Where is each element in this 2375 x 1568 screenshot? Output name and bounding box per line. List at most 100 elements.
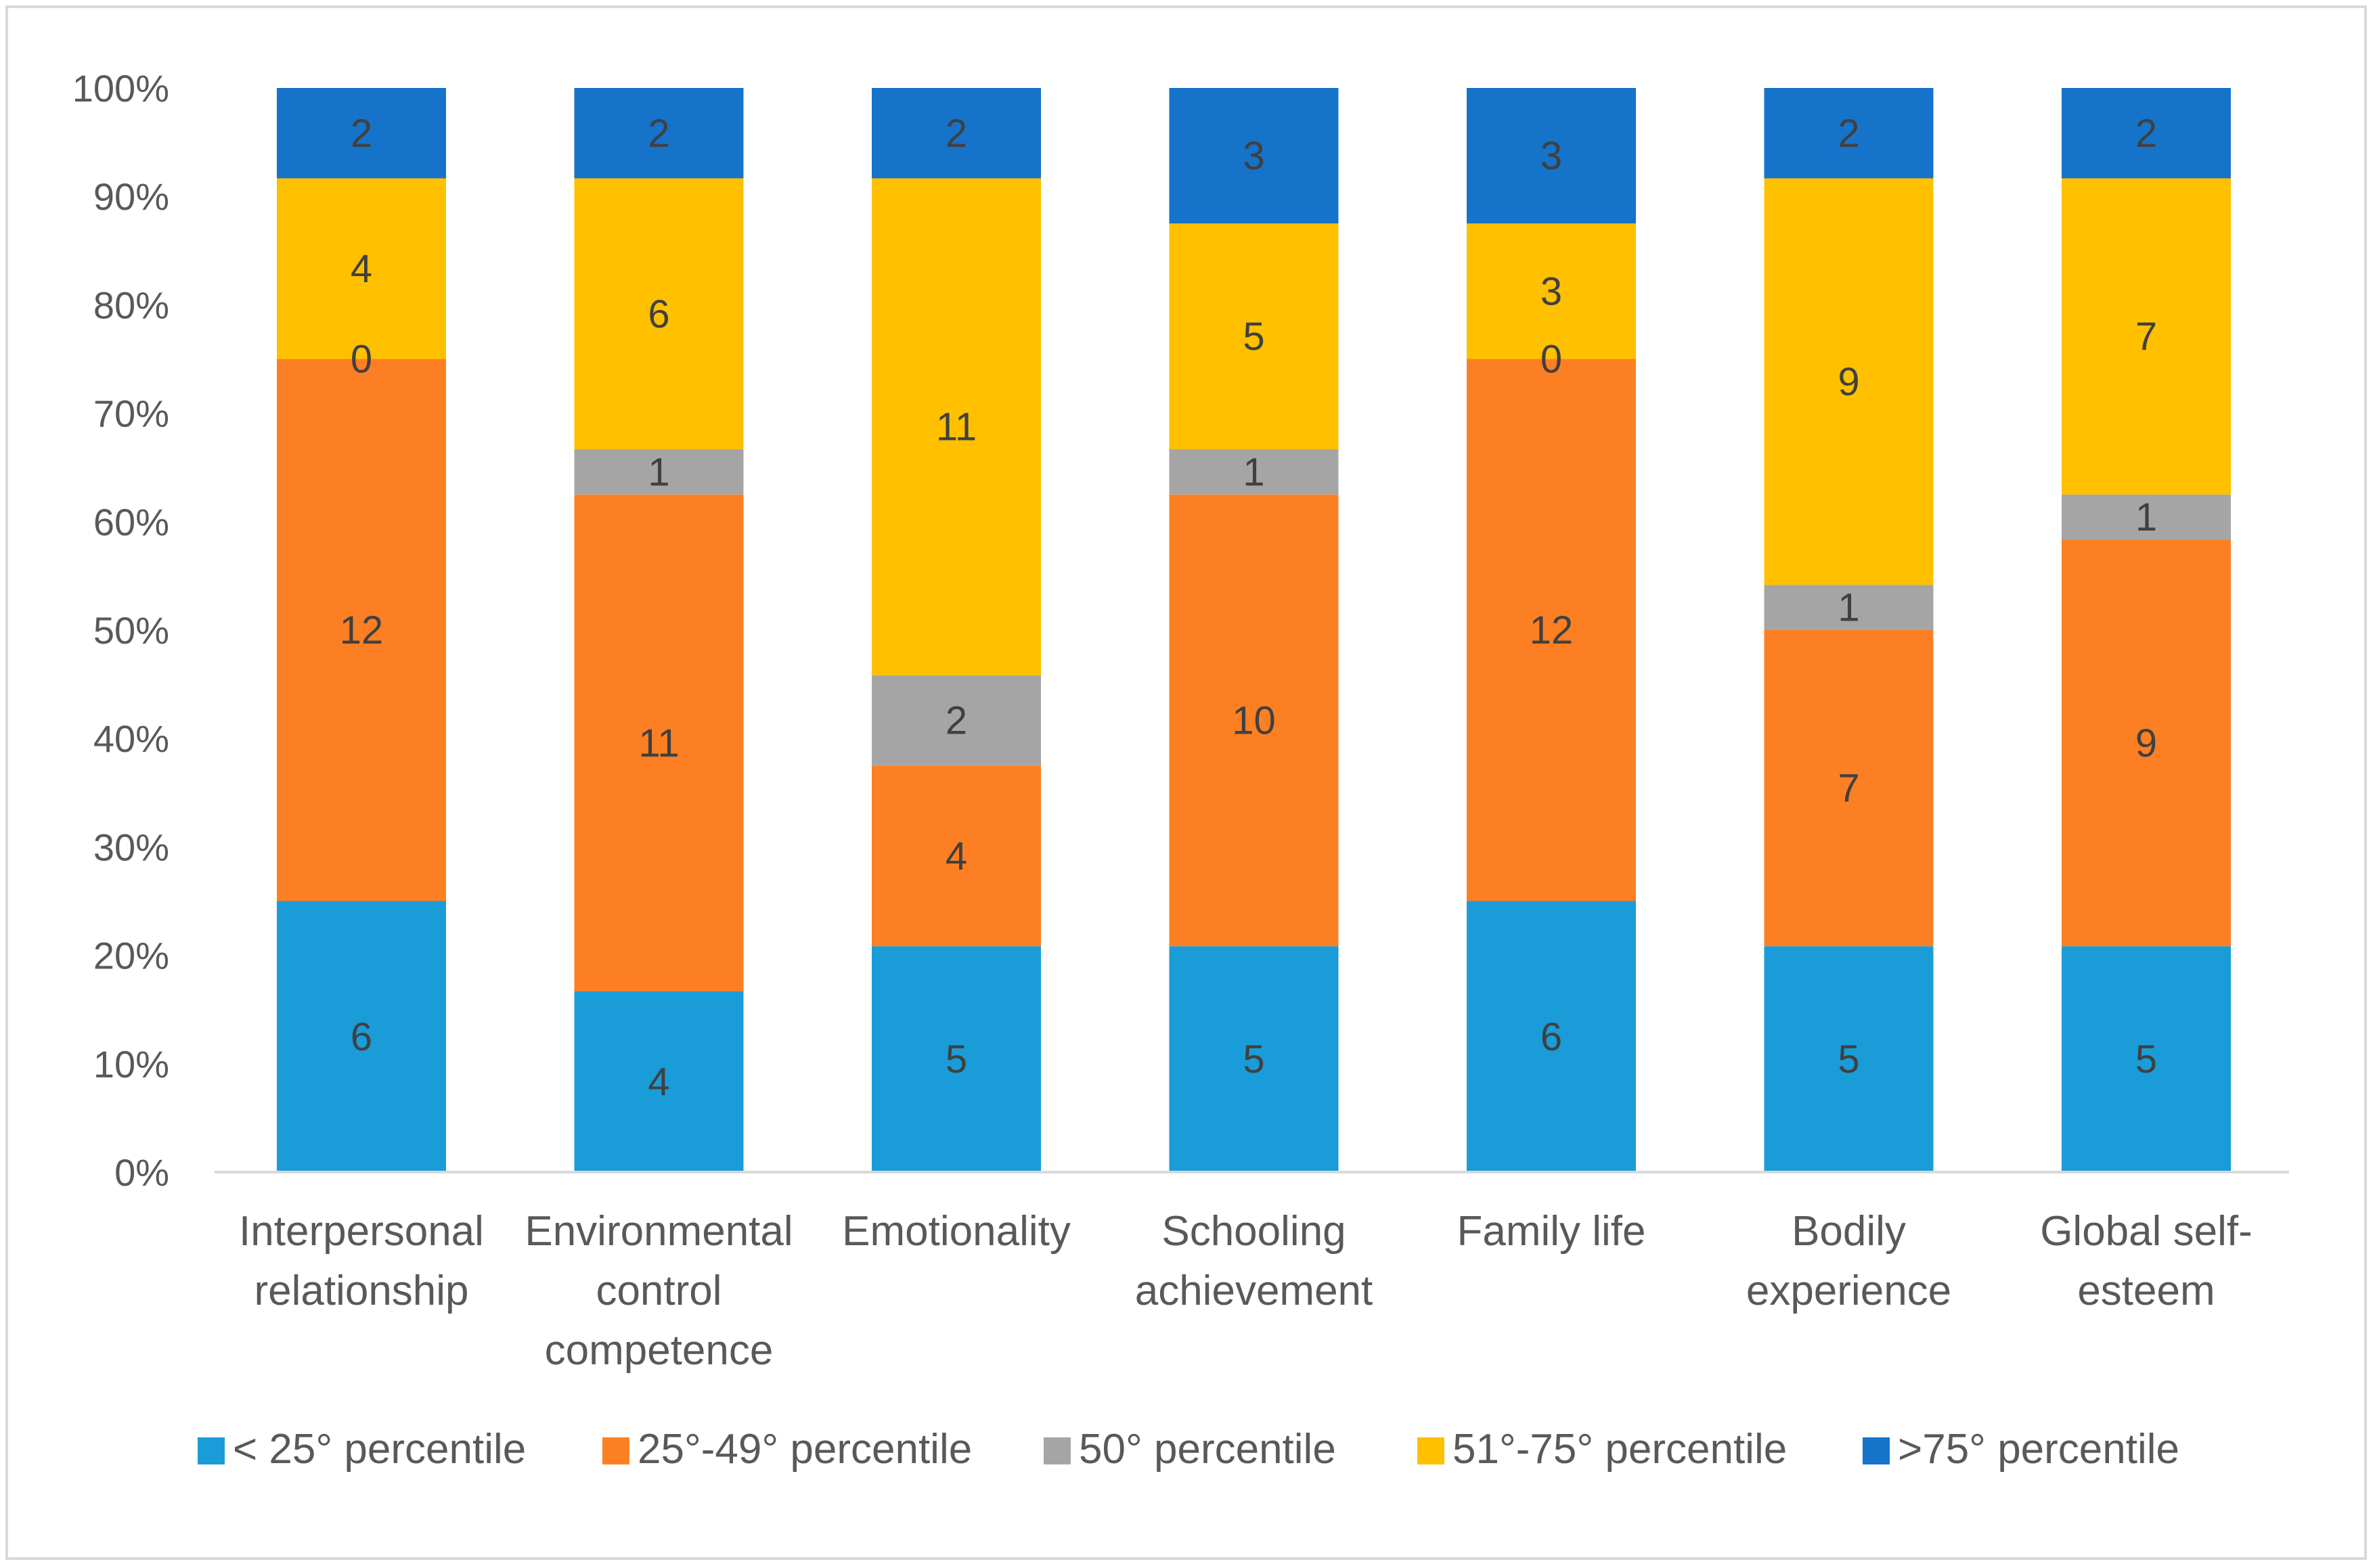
category-label: Family life <box>1457 1208 1645 1255</box>
data-label: 6 <box>1540 1015 1562 1059</box>
category-label: Emotionality <box>842 1208 1071 1255</box>
legend-swatch <box>1417 1437 1444 1464</box>
data-label: 3 <box>1243 134 1264 178</box>
data-label: 4 <box>648 1060 669 1104</box>
legend-label: < 25° percentile <box>233 1426 526 1473</box>
y-tick-label: 100% <box>72 67 169 110</box>
x-axis: Interpersonal relationship Environmental co… <box>239 1208 2252 1374</box>
y-tick-label: 20% <box>93 935 169 977</box>
bar-segment <box>1467 88 1636 224</box>
bar-segment <box>872 765 1041 947</box>
bar-segment <box>2062 539 2231 947</box>
data-label: 1 <box>648 450 669 494</box>
data-label: 1 <box>1838 586 1859 630</box>
data-label: 3 <box>1540 134 1562 178</box>
bar-segment <box>2062 494 2231 540</box>
bar-segment <box>1169 88 1339 224</box>
bar-segment <box>1467 359 1636 901</box>
bar-segment <box>1169 449 1339 495</box>
bar-segment <box>277 359 446 901</box>
category-label: Schooling achievement <box>1135 1208 1373 1314</box>
y-tick-label: 0% <box>114 1151 169 1194</box>
bar-segment <box>574 449 744 495</box>
data-label: 2 <box>2135 112 2157 156</box>
bar-segment <box>1764 630 1934 947</box>
data-label: 2 <box>946 112 967 156</box>
stacked-bar-chart: 0%10%20%30%40%50%60%70%80%90%100% 612042… <box>72 67 2289 1473</box>
bar-segment <box>1764 946 1934 1172</box>
data-label: 9 <box>2135 721 2157 765</box>
y-tick-label: 30% <box>93 826 169 868</box>
legend-swatch <box>1863 1437 1890 1464</box>
y-axis: 0% 10% 20% 30% 40% 50% 60% 70% 80% 90% 100% <box>72 67 169 1194</box>
data-label: 4 <box>946 834 967 878</box>
data-label: 5 <box>2135 1037 2157 1081</box>
legend: < 25° percentile 25°-49° percentile 50° pe… <box>198 1426 2179 1473</box>
bar-segment <box>1467 901 1636 1172</box>
data-label: 11 <box>638 721 679 765</box>
legend-swatch <box>602 1437 629 1464</box>
y-tick-label: 70% <box>93 393 169 435</box>
data-label: 1 <box>2135 495 2157 539</box>
category-label: Environmental control competence <box>525 1208 793 1374</box>
bar-segment <box>574 494 744 991</box>
bar-segment <box>872 675 1041 766</box>
bar-segment <box>2062 178 2231 495</box>
data-label: 4 <box>351 247 372 291</box>
bar-segment <box>277 901 446 1172</box>
bar-segment <box>277 88 446 179</box>
data-label: 12 <box>340 608 384 652</box>
legend-label: >75° percentile <box>1898 1426 2179 1473</box>
legend-label: 25°-49° percentile <box>638 1426 972 1473</box>
bar-segment <box>872 178 1041 675</box>
data-label: 9 <box>1838 360 1859 404</box>
bar-segment <box>2062 946 2231 1172</box>
y-tick-label: 40% <box>93 717 169 760</box>
data-label: 7 <box>2135 315 2157 359</box>
legend-swatch <box>198 1437 225 1464</box>
data-label: 2 <box>1838 112 1859 156</box>
data-label: 0 <box>351 338 372 382</box>
data-label: 1 <box>1243 450 1264 494</box>
data-label: 2 <box>648 112 669 156</box>
y-tick-label: 60% <box>93 501 169 543</box>
bar-segment <box>1764 585 1934 630</box>
legend-label: 50° percentile <box>1079 1426 1336 1473</box>
bar-segment <box>1169 494 1339 947</box>
data-label: 5 <box>946 1037 967 1081</box>
data-label: 11 <box>936 405 977 449</box>
bar-segment <box>574 991 744 1172</box>
category-label: Interpersonal relationship <box>239 1208 484 1314</box>
data-label: 7 <box>1838 767 1859 811</box>
data-label: 0 <box>1540 338 1562 382</box>
y-tick-label: 90% <box>93 175 169 218</box>
legend-swatch <box>1044 1437 1071 1464</box>
data-label: 2 <box>946 699 967 743</box>
bar-segment <box>2062 88 2231 179</box>
bar-segment <box>1467 223 1636 359</box>
data-label: 5 <box>1243 1037 1264 1081</box>
category-label: Bodily experience <box>1746 1208 1951 1314</box>
data-label: 10 <box>1232 699 1276 743</box>
y-tick-label: 10% <box>93 1043 169 1085</box>
bar-segment <box>574 178 744 449</box>
data-label: 5 <box>1243 315 1264 359</box>
y-tick-label: 50% <box>93 609 169 652</box>
data-label: 12 <box>1530 608 1574 652</box>
y-tick-label: 80% <box>93 284 169 326</box>
bar-segment <box>1169 946 1339 1172</box>
bar-segment <box>1764 178 1934 585</box>
bar-segment <box>872 88 1041 179</box>
data-label: 6 <box>351 1015 372 1059</box>
data-label: 5 <box>1838 1037 1859 1081</box>
bar-segment <box>277 178 446 359</box>
bar-segment <box>1764 88 1934 179</box>
category-label: Global self-esteem <box>2040 1208 2252 1314</box>
data-label: 2 <box>351 112 372 156</box>
legend-label: 51°-75° percentile <box>1452 1426 1787 1473</box>
bar-segment <box>1169 223 1339 449</box>
bar-segment <box>574 88 744 179</box>
chart-frame: 0% 10% 20% 30% 40% 50% 60% 70% 80% 90% 100% 6 12 0 4 2… <box>5 5 2367 1560</box>
data-label: 6 <box>648 292 669 336</box>
data-label: 3 <box>1540 269 1562 313</box>
